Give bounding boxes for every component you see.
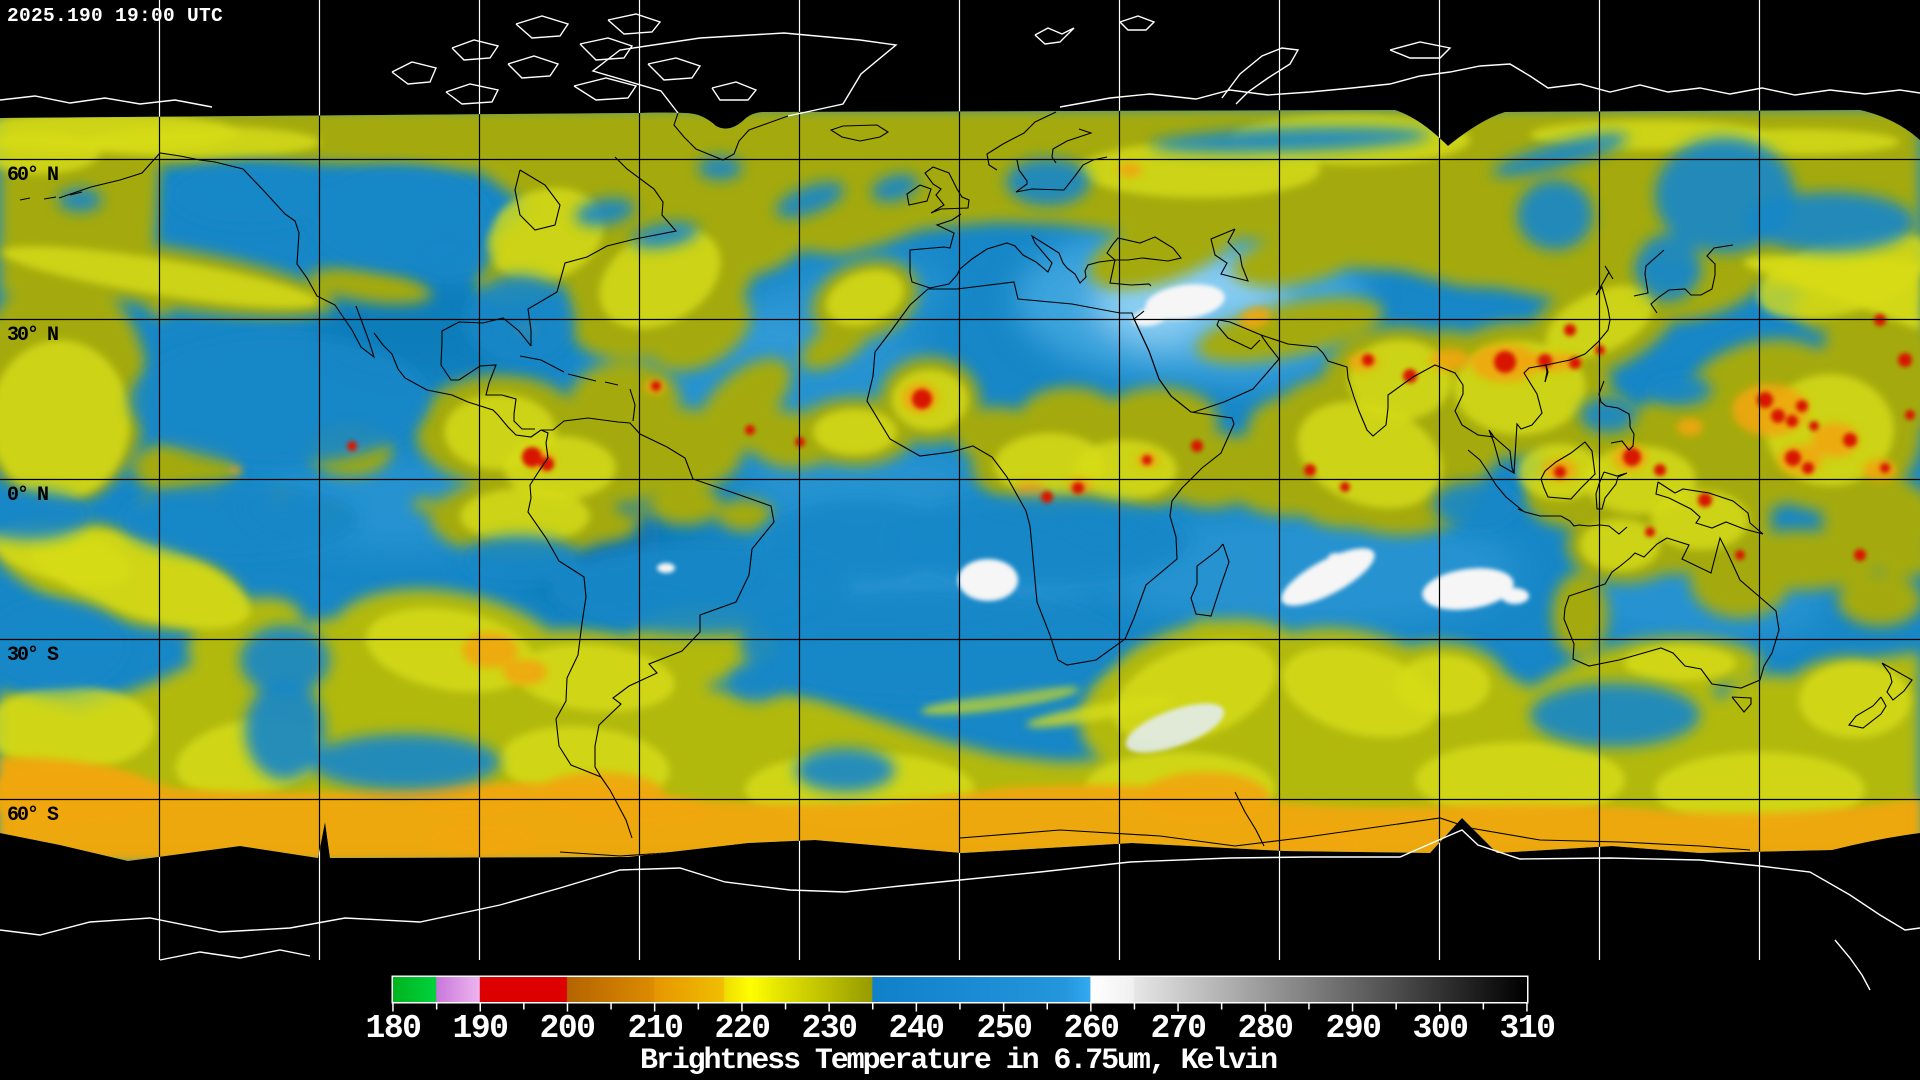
svg-text:2025.190 19:00 UTC: 2025.190 19:00 UTC bbox=[7, 5, 223, 27]
svg-text:230: 230 bbox=[802, 1010, 857, 1047]
svg-text:240: 240 bbox=[889, 1010, 944, 1047]
svg-text:Brightness Temperature in 6.75: Brightness Temperature in 6.75um, Kelvin bbox=[640, 1044, 1277, 1078]
svg-text:310: 310 bbox=[1500, 1010, 1555, 1047]
svg-text:0° N: 0° N bbox=[7, 484, 48, 507]
svg-text:250: 250 bbox=[977, 1010, 1032, 1047]
svg-text:30° N: 30° N bbox=[7, 324, 58, 347]
svg-text:60° N: 60° N bbox=[7, 164, 58, 187]
svg-text:180: 180 bbox=[366, 1010, 421, 1047]
svg-text:30° S: 30° S bbox=[7, 644, 59, 667]
svg-text:260: 260 bbox=[1064, 1010, 1119, 1047]
svg-text:60° S: 60° S bbox=[7, 804, 59, 827]
svg-text:290: 290 bbox=[1326, 1010, 1381, 1047]
svg-text:220: 220 bbox=[715, 1010, 770, 1047]
svg-text:300: 300 bbox=[1413, 1010, 1468, 1047]
svg-text:190: 190 bbox=[453, 1010, 508, 1047]
svg-text:200: 200 bbox=[540, 1010, 595, 1047]
svg-text:280: 280 bbox=[1238, 1010, 1293, 1047]
svg-text:210: 210 bbox=[628, 1010, 683, 1047]
svg-text:270: 270 bbox=[1151, 1010, 1206, 1047]
